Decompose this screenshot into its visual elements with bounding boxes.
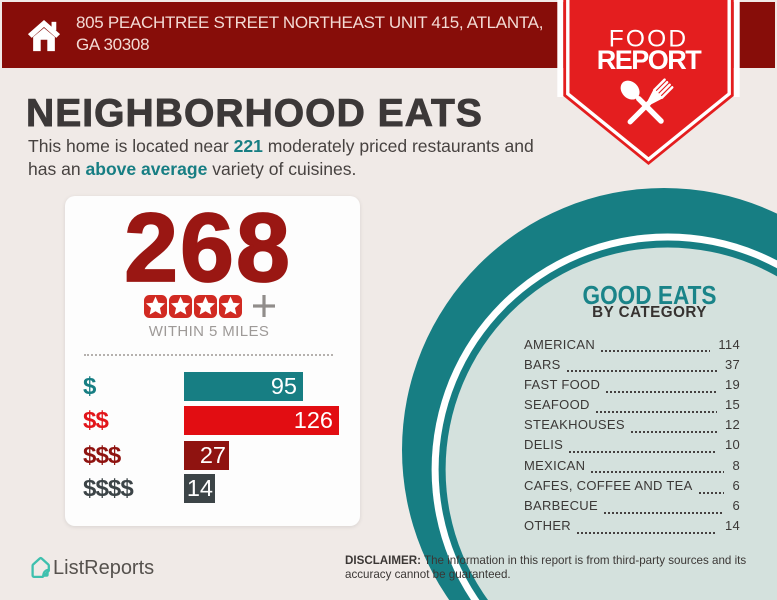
svg-text:REPORT: REPORT	[597, 45, 703, 75]
svg-text:FOOD: FOOD	[609, 26, 689, 53]
